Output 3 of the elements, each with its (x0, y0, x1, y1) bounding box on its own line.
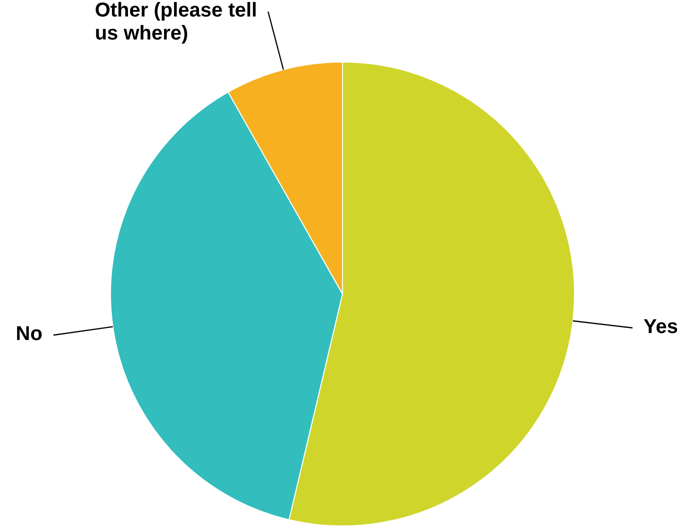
slice-label: Other (please tell us where) (94, 0, 258, 45)
slice-label: Yes (644, 316, 678, 338)
slice-label: No (16, 323, 42, 346)
